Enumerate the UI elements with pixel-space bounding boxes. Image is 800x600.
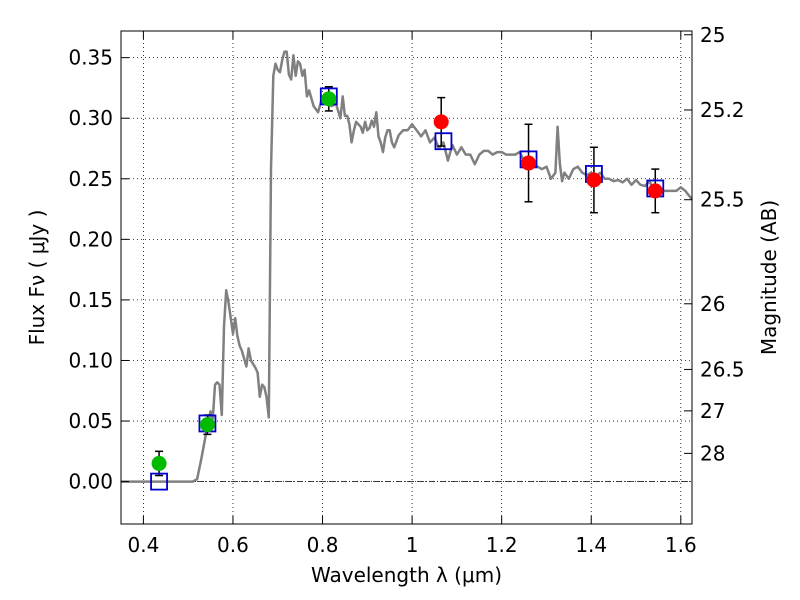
x-tick-label: 1.6	[665, 533, 697, 557]
x-tick-label: 0.6	[217, 533, 249, 557]
observed-point-green	[321, 91, 336, 106]
observed-photometry-points	[152, 91, 663, 471]
error-bars	[155, 87, 659, 476]
observed-point-red	[586, 172, 601, 187]
x-tick-label: 1.4	[575, 533, 607, 557]
observed-point-red	[434, 114, 449, 129]
right-tick-label: 26.5	[700, 357, 745, 381]
right-axis-ticks: 25 25.2 25.5 26 26.5 27 28	[684, 23, 745, 466]
x-axis-label: Wavelength λ (μm)	[311, 563, 502, 587]
x-tick-label: 1	[406, 533, 419, 557]
y-tick-label: 0.20	[68, 227, 113, 251]
y-tick-label: 0.15	[68, 288, 113, 312]
x-tick-label: 0.8	[307, 533, 339, 557]
grid-lines	[121, 31, 692, 524]
x-tick-label: 0.4	[127, 533, 159, 557]
x-tick-label: 1.2	[486, 533, 518, 557]
y-axis-label: Flux Fν ( μJy )	[25, 210, 49, 346]
y-tick-label: 0.25	[68, 167, 113, 191]
sed-chart: 0.4 0.6 0.8 1 1.2 1.4 1.6 0.00 0.05 0.10 0.15 0.20…	[0, 0, 800, 600]
model-spectrum	[121, 52, 692, 482]
y-tick-label: 0.05	[68, 409, 113, 433]
x-axis-ticks: 0.4 0.6 0.8 1 1.2 1.4 1.6	[127, 31, 696, 557]
right-tick-label: 26	[700, 292, 725, 316]
right-axis-label: Magnitude (AB)	[757, 200, 781, 355]
observed-point-red	[648, 183, 663, 198]
y-tick-label: 0.10	[68, 348, 113, 372]
y-tick-label: 0.35	[68, 46, 113, 70]
y-tick-label: 0.30	[68, 106, 113, 130]
right-tick-label: 28	[700, 441, 725, 465]
y-tick-label: 0.00	[68, 470, 113, 494]
model-photometry-squares	[151, 88, 663, 489]
observed-point-green	[200, 417, 215, 432]
right-tick-label: 25.5	[700, 188, 745, 212]
observed-point-green	[152, 456, 167, 471]
plot-frame	[121, 31, 692, 524]
right-tick-label: 25	[700, 23, 725, 47]
right-tick-label: 27	[700, 399, 725, 423]
spectrum-line	[121, 52, 692, 482]
observed-point-red	[521, 156, 536, 171]
y-axis-ticks: 0.00 0.05 0.10 0.15 0.20 0.25 0.30 0.35	[68, 46, 129, 494]
right-tick-label: 25.2	[700, 98, 745, 122]
